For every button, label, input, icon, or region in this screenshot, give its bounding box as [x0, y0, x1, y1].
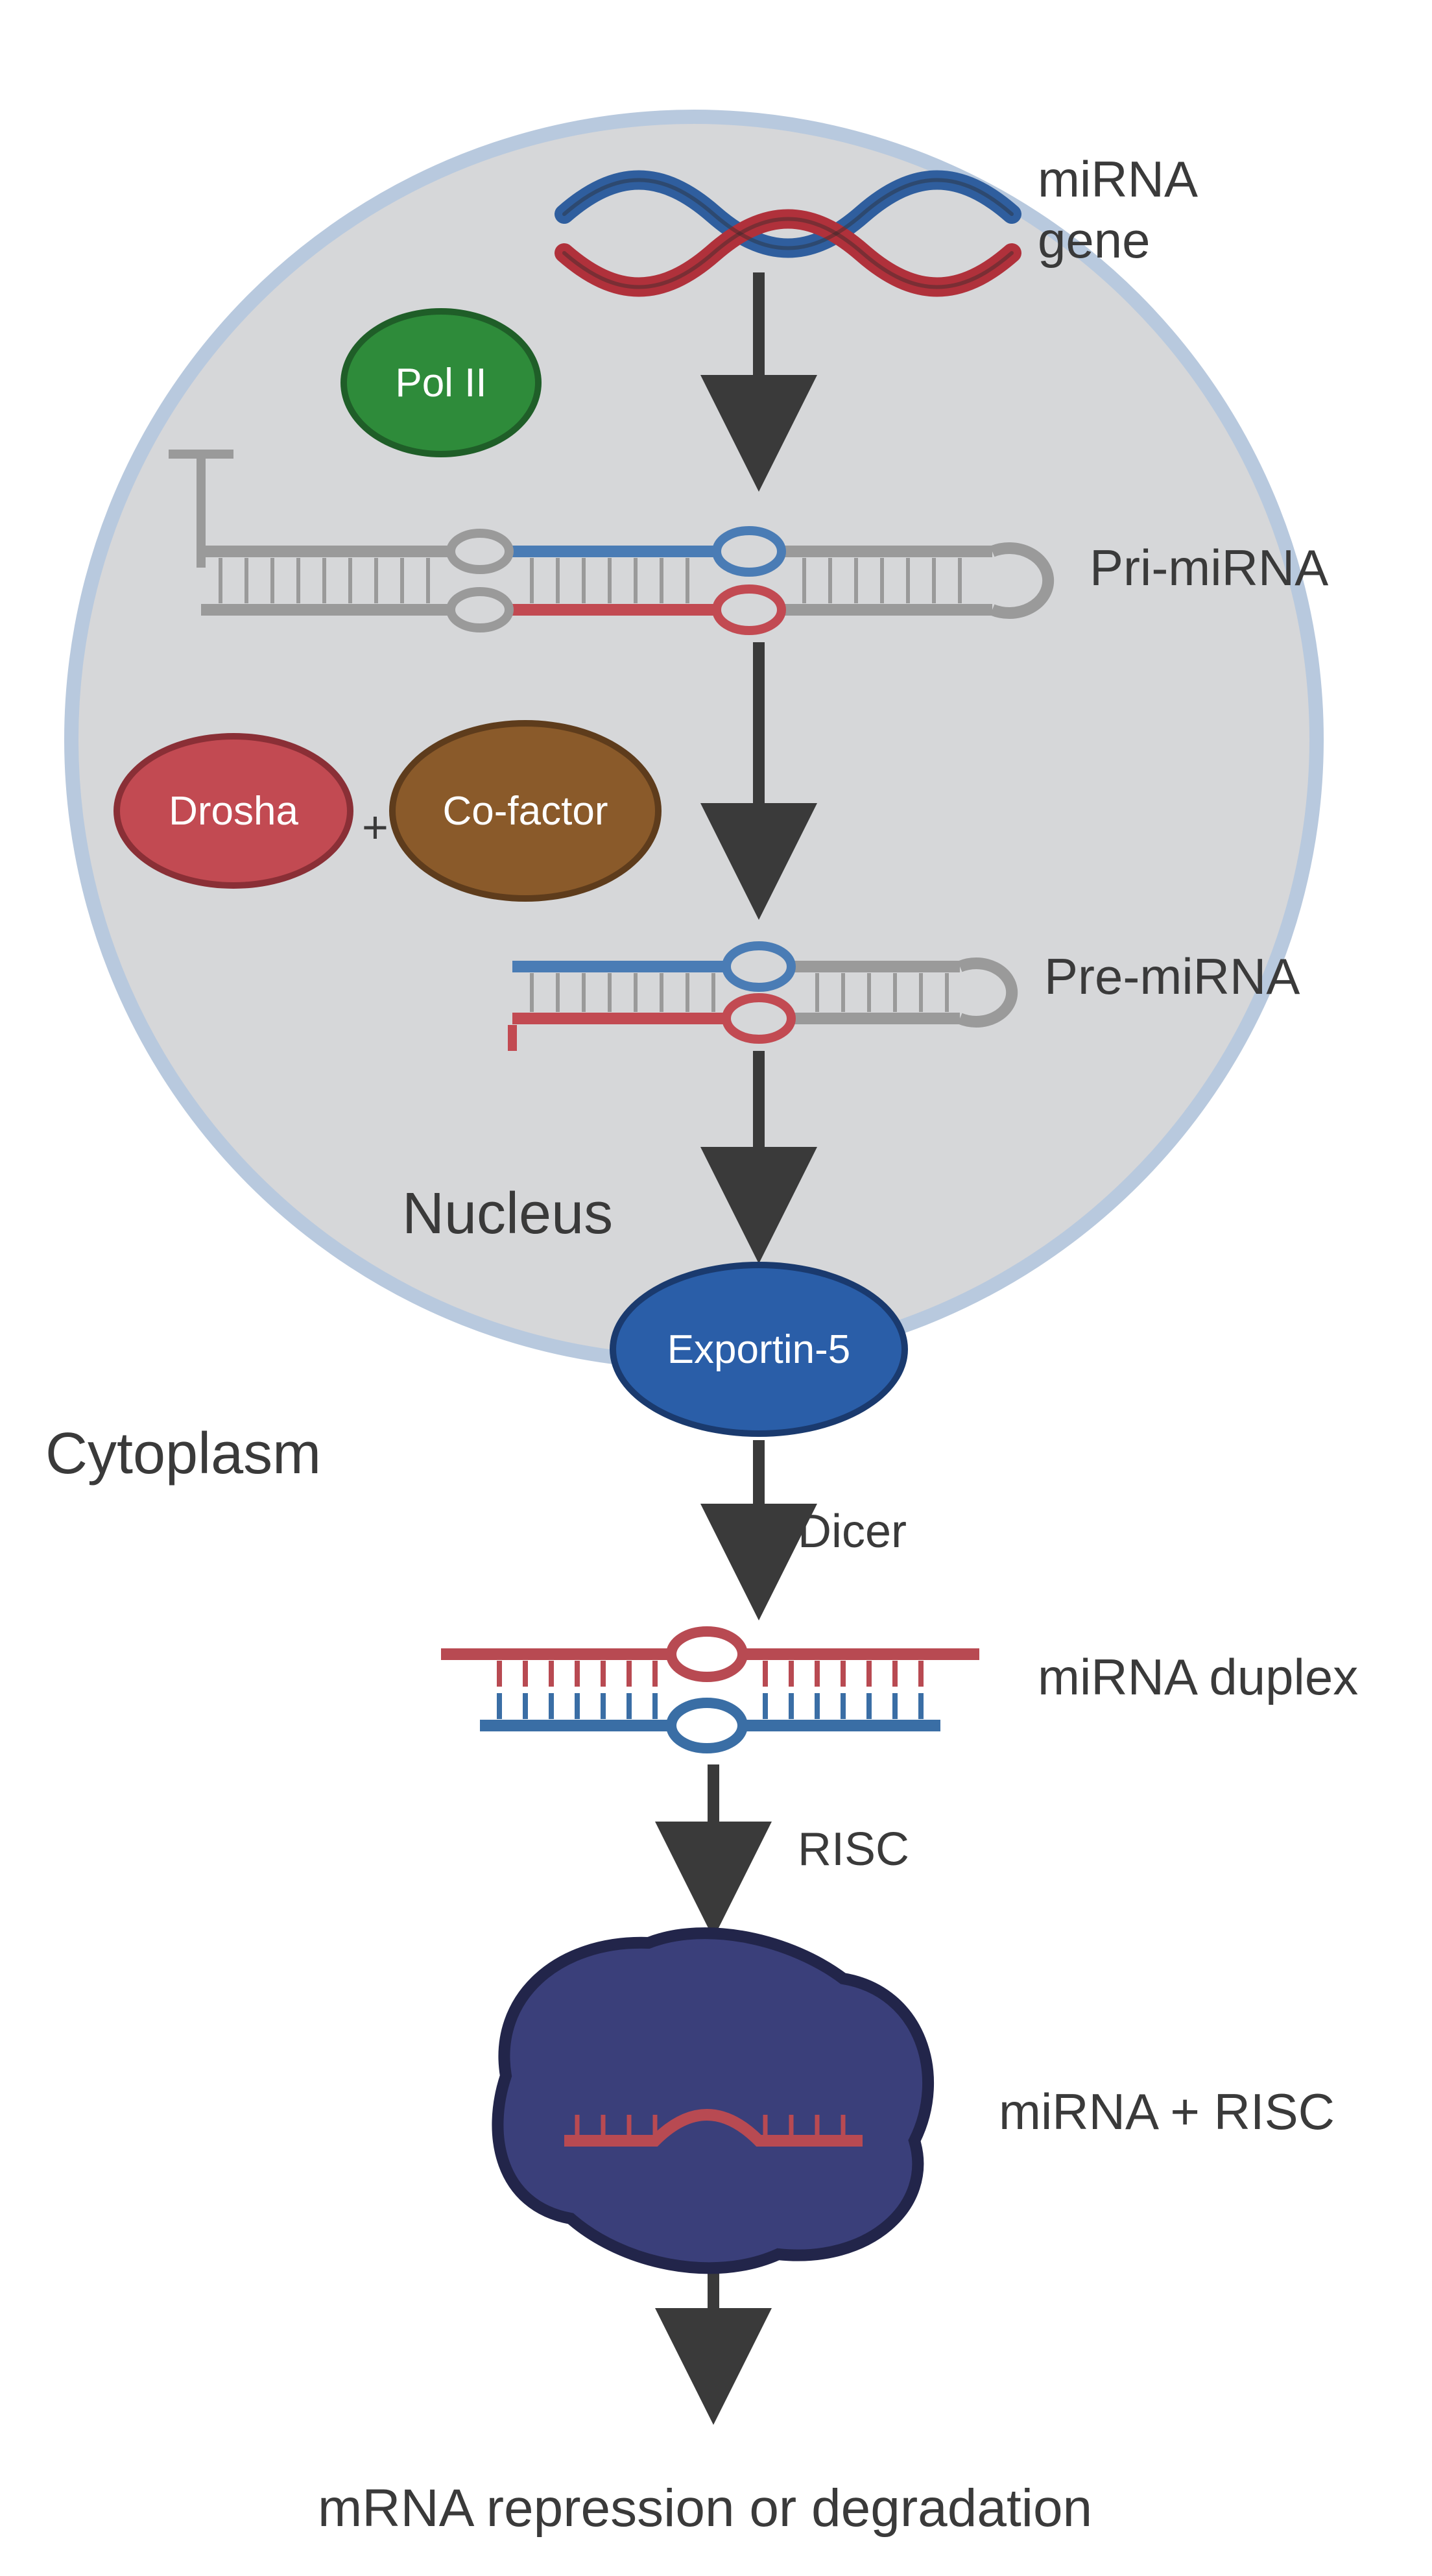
pri-mirna-label: Pri-miRNA: [1090, 538, 1328, 597]
cofactor-label: Co-factor: [443, 788, 608, 834]
plus-sign: +: [362, 801, 388, 853]
mirna-duplex-label: miRNA duplex: [1038, 1648, 1358, 1707]
risc-complex-shape: [497, 1933, 928, 2268]
mirna-risc-label: miRNA + RISC: [999, 2082, 1335, 2141]
pol2-label: Pol II: [395, 360, 486, 406]
nucleus-label: Nucleus: [402, 1181, 613, 1247]
outcome-label: mRNA repression or degradation: [318, 2478, 1092, 2539]
cytoplasm-label: Cytoplasm: [45, 1421, 321, 1487]
dicer-label: Dicer: [798, 1505, 907, 1558]
pol2-ellipse: Pol II: [340, 308, 542, 457]
diagram-canvas: Pol II Drosha Co-factor Exportin-5 miRNA…: [0, 0, 1432, 2576]
mirna-gene-label: miRNA gene: [1038, 149, 1198, 271]
pre-mirna-label: Pre-miRNA: [1044, 947, 1300, 1006]
drosha-label: Drosha: [169, 788, 298, 834]
mirna-duplex-structure: [441, 1631, 979, 1748]
exportin-label: Exportin-5: [667, 1327, 851, 1373]
risc-arrow-label: RISC: [798, 1823, 909, 1876]
exportin-ellipse: Exportin-5: [610, 1262, 908, 1437]
drosha-ellipse: Drosha: [113, 733, 353, 889]
cofactor-ellipse: Co-factor: [389, 720, 662, 902]
